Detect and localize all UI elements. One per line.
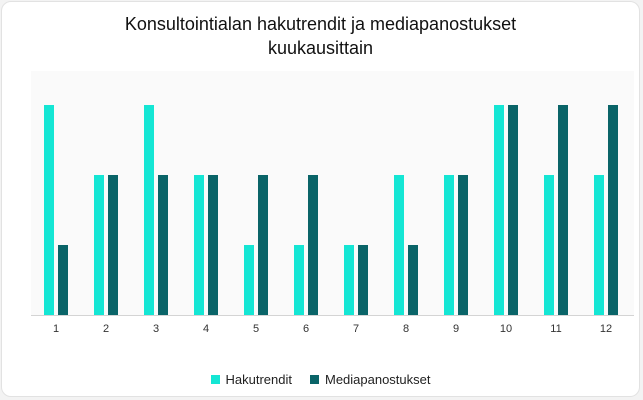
bar-mediapanostukset-6 [308,175,318,315]
legend-item-hakutrendit: Hakutrendit [210,372,292,387]
bar-mediapanostukset-5 [258,175,268,315]
x-tick-label: 10 [500,323,512,335]
x-tick-label: 4 [203,323,209,335]
bar-hakutrendit-8 [394,175,404,315]
bar-hakutrendit-9 [444,175,454,315]
x-tick-label: 3 [153,323,159,335]
legend-label: Mediapanostukset [324,372,431,387]
bar-hakutrendit-4 [194,175,204,315]
x-tick-label: 11 [550,323,561,335]
bar-hakutrendit-6 [294,245,304,315]
bar-mediapanostukset-2 [108,175,118,315]
x-tick-labels: 1 2 3 4 5 6 7 8 9 10 11 12 [53,323,612,335]
bar-hakutrendit-1 [44,105,54,315]
x-tick-label: 6 [303,323,309,335]
bar-hakutrendit-2 [94,175,104,315]
x-tick-label: 7 [353,323,359,335]
legend-item-mediapanostukset: Mediapanostukset [309,372,431,387]
bar-mediapanostukset-7 [358,245,368,315]
bar-hakutrendit-12 [594,175,604,315]
bar-hakutrendit-3 [144,105,154,315]
bar-hakutrendit-11 [544,175,554,315]
x-tick-label: 9 [453,323,459,335]
legend-swatch [210,375,220,384]
bar-mediapanostukset-1 [58,245,68,315]
legend-label: Hakutrendit [225,372,292,387]
bar-mediapanostukset-3 [158,175,168,315]
bar-mediapanostukset-9 [458,175,468,315]
chart-title: Konsultointialan hakutrendit ja mediapan… [124,14,517,58]
x-tick-label: 2 [103,323,109,335]
x-tick-label: 8 [403,323,409,335]
x-tick-label: 5 [253,323,259,335]
legend-swatch [309,375,319,384]
bar-hakutrendit-10 [494,105,504,315]
bars-group [44,105,618,315]
x-tick-label: 1 [53,323,59,335]
bar-mediapanostukset-11 [558,105,568,315]
bar-mediapanostukset-4 [208,175,218,315]
plot-area [31,71,634,316]
bar-mediapanostukset-8 [408,245,418,315]
bar-mediapanostukset-12 [608,105,618,315]
bar-mediapanostukset-10 [508,105,518,315]
bar-hakutrendit-7 [344,245,354,315]
x-tick-label: 12 [600,323,612,335]
bar-hakutrendit-5 [244,245,254,315]
chart-legend: Hakutrendit Mediapanostukset [0,372,641,387]
